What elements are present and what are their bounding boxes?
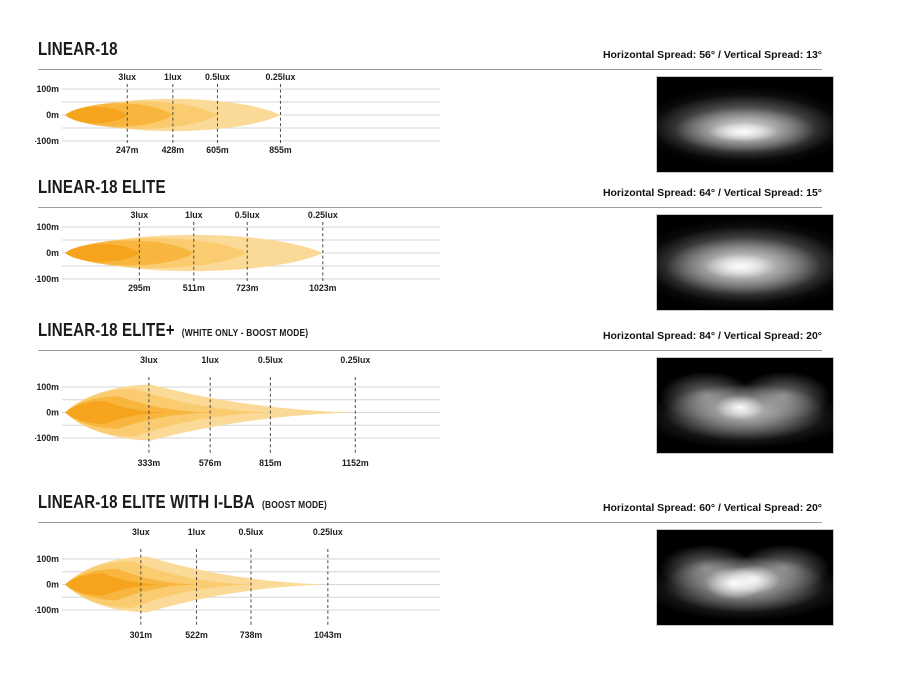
y-tick-label: -100m	[35, 136, 59, 146]
spread-info: Horizontal Spread: 64° / Vertical Spread…	[602, 187, 822, 199]
section-title: LINEAR-18 ELITE+	[38, 320, 175, 340]
divider-line	[38, 522, 822, 523]
section-title-suffix: (WHITE ONLY - BOOST MODE)	[181, 328, 309, 339]
section-title-row: LINEAR-18 ELITE WITH I-LBA (BOOST MODE)	[38, 492, 327, 513]
section-linear-18-elite-ilba: LINEAR-18 ELITE WITH I-LBA (BOOST MODE) …	[30, 486, 840, 646]
section-title-row: LINEAR-18 ELITE+ (WHITE ONLY - BOOST MOD…	[38, 320, 308, 341]
distance-label: 605m	[206, 145, 229, 155]
lux-label: 3lux	[140, 355, 158, 365]
distance-label: 1043m	[314, 630, 342, 640]
y-tick-label: -100m	[35, 605, 59, 615]
section-linear-18-elite: LINEAR-18 ELITE Horizontal Spread: 64° /…	[30, 171, 840, 314]
section-title-row: LINEAR-18 ELITE	[38, 177, 169, 198]
y-tick-label: 0m	[46, 248, 59, 258]
beam-layer-3lux	[65, 106, 128, 124]
lux-label: 1lux	[188, 527, 206, 537]
lux-label: 1lux	[164, 72, 182, 82]
distance-label: 522m	[185, 630, 208, 640]
lux-label: 0.5lux	[235, 210, 260, 220]
lux-label: 0.25lux	[340, 355, 370, 365]
lux-label: 0.5lux	[205, 72, 230, 82]
section-title-suffix: (BOOST MODE)	[261, 500, 328, 511]
lux-label: 0.5lux	[239, 527, 264, 537]
y-tick-label: -100m	[35, 433, 59, 443]
lux-label: 0.5lux	[258, 355, 283, 365]
distance-label: 1152m	[342, 458, 369, 468]
section-linear-18-elite-plus: LINEAR-18 ELITE+ (WHITE ONLY - BOOST MOD…	[30, 314, 840, 486]
section-title-row: LINEAR-18	[38, 39, 121, 60]
lux-label: 3lux	[132, 527, 150, 537]
y-tick-label: 100m	[37, 222, 60, 232]
distance-label: 738m	[240, 630, 263, 640]
distance-label: 428m	[162, 145, 185, 155]
beam-distance-chart: 100m 0m -100m 3lux 333m 1lux 576m 0.5lux 815m 0.2…	[35, 355, 440, 468]
distance-label: 576m	[199, 458, 222, 468]
y-tick-label: -100m	[35, 274, 59, 284]
distance-label: 855m	[269, 145, 292, 155]
divider-line	[38, 350, 822, 351]
divider-line	[38, 207, 822, 208]
distance-label: 1023m	[309, 283, 337, 293]
section-linear-18: LINEAR-18 Horizontal Spread: 56° / Verti…	[30, 33, 840, 173]
section-title: LINEAR-18	[38, 39, 118, 59]
lux-label: 1lux	[201, 355, 219, 365]
beam-layer-3lux	[65, 244, 140, 262]
distance-label: 301m	[130, 630, 153, 640]
beam-photo	[656, 529, 834, 626]
lux-label: 0.25lux	[266, 72, 296, 82]
distance-label: 295m	[128, 283, 151, 293]
section-title: LINEAR-18 ELITE	[38, 177, 166, 197]
distance-label: 815m	[259, 458, 282, 468]
beam-photo	[656, 357, 834, 454]
spread-info: Horizontal Spread: 60° / Vertical Spread…	[602, 502, 822, 514]
distance-label: 723m	[236, 283, 259, 293]
lux-label: 3lux	[118, 72, 136, 82]
y-tick-label: 100m	[37, 382, 60, 392]
divider-line	[38, 69, 822, 70]
y-tick-label: 0m	[46, 408, 59, 418]
beam-photo	[656, 76, 834, 173]
lux-label: 1lux	[185, 210, 203, 220]
y-tick-label: 100m	[37, 554, 60, 564]
lux-label: 3lux	[131, 210, 149, 220]
beam-distance-chart: 100m 0m -100m 3lux 247m 1lux 428m 0.5lux 605m 0.2…	[35, 72, 440, 155]
beam-layers	[65, 98, 281, 132]
y-tick-label: 0m	[46, 580, 59, 590]
beam-distance-chart: 100m 0m -100m 3lux 295m 1lux 511m 0.5lux 723m 0.2…	[35, 210, 440, 293]
y-tick-label: 100m	[37, 84, 60, 94]
spread-info: Horizontal Spread: 56° / Vertical Spread…	[602, 49, 822, 61]
beam-distance-chart: 100m 0m -100m 3lux 301m 1lux 522m 0.5lux 738m 0.2…	[35, 527, 440, 640]
section-title: LINEAR-18 ELITE WITH I-LBA	[38, 492, 255, 512]
distance-label: 511m	[183, 283, 205, 293]
beam-photo	[656, 214, 834, 311]
beam-layer-3lux	[65, 401, 166, 424]
lux-label: 0.25lux	[313, 527, 343, 537]
y-tick-label: 0m	[46, 110, 59, 120]
lux-label: 0.25lux	[308, 210, 338, 220]
distance-label: 247m	[116, 145, 139, 155]
beam-layer-3lux	[65, 573, 163, 596]
spread-info: Horizontal Spread: 84° / Vertical Spread…	[602, 330, 822, 342]
distance-label: 333m	[138, 458, 161, 468]
